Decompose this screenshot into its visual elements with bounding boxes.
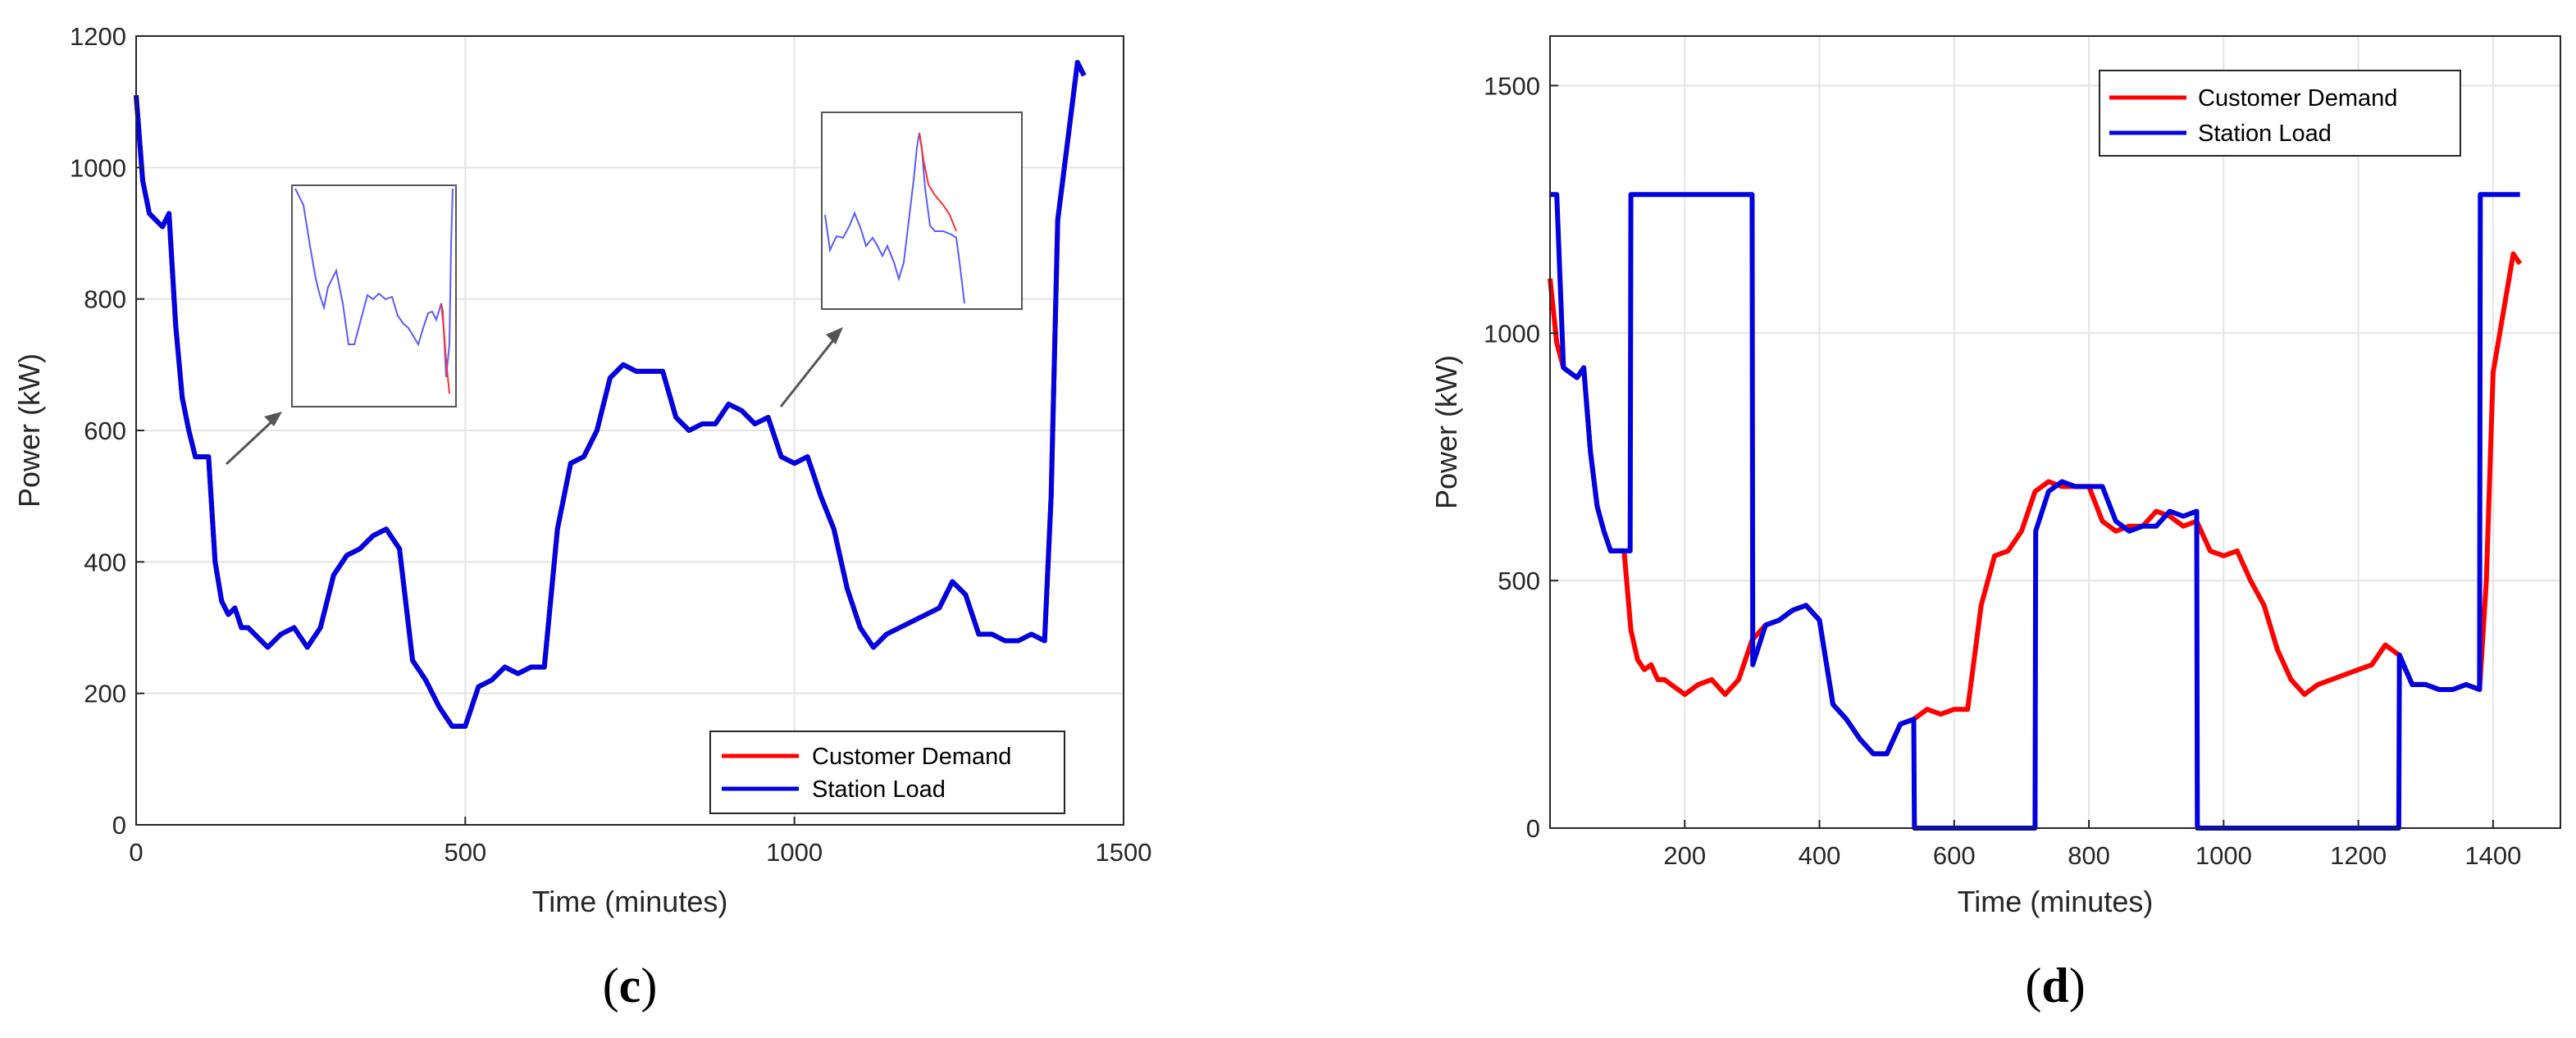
chart-panel-c: 0 500 1000 1500 0 200 400 600 800 1000 1200 Custom…	[12, 22, 1151, 1013]
legend-d: Customer Demand Station Load	[2099, 70, 2461, 157]
tick-label-y-c: 1200	[70, 22, 126, 51]
tick-label-x-c: 1500	[1096, 838, 1152, 867]
zoom-inset-2-demand-line	[919, 132, 957, 232]
legend-c-box	[709, 731, 1065, 814]
caption-c-open: (	[603, 958, 619, 1013]
legend-d-demand-label: Customer Demand	[2198, 85, 2397, 112]
ticks-c: 0 500 1000 1500 0 200 400 600 800 1000 1200	[70, 22, 1151, 867]
caption-d-close: )	[2069, 958, 2086, 1013]
caption-c-letter: c	[619, 958, 641, 1013]
series-d	[1548, 192, 2523, 831]
tick-label-x-d: 600	[1933, 841, 1976, 870]
tick-label-y-d: 1500	[1484, 71, 1540, 100]
series-c	[134, 60, 1087, 729]
xlabel-d: Time (minutes)	[1958, 885, 2154, 918]
legend-c: Customer Demand Station Load	[709, 731, 1065, 814]
zoom-inset-1-demand-line	[440, 303, 450, 394]
tick-label-y-c: 200	[84, 680, 126, 708]
series-line-d-customer-demand	[1548, 251, 2523, 757]
tick-label-x-c: 0	[129, 838, 143, 867]
series-line-c-station-load	[134, 60, 1087, 729]
tick-label-x-d: 1000	[2195, 841, 2252, 870]
zoom-inset-1-box	[291, 184, 457, 407]
chart-panel-d: 200 400 600 800 1000 1200 1400 0 500 1000 1500 Cus…	[1429, 35, 2561, 1013]
zoom-inset-1-arrow	[225, 417, 277, 466]
zoom-inset-2-load-line	[824, 132, 965, 304]
axes-box-d	[1549, 35, 2561, 829]
zoom-inset-2	[779, 112, 1023, 407]
tick-label-y-c: 1000	[70, 153, 126, 182]
tick-label-y-d: 1000	[1484, 319, 1540, 348]
caption-d-letter: d	[2041, 958, 2068, 1013]
tick-label-y-c: 800	[84, 285, 126, 314]
legend-c-load-label: Station Load	[812, 776, 946, 803]
zoom-inset-2-arrowhead	[826, 327, 843, 344]
tick-label-x-c: 500	[444, 838, 486, 867]
ticks-d: 200 400 600 800 1000 1200 1400 0 500 1000 1500	[1484, 71, 2521, 870]
tick-label-y-d: 500	[1498, 567, 1540, 595]
tick-label-y-d: 0	[1526, 814, 1540, 843]
tick-label-x-d: 800	[2068, 841, 2110, 870]
caption-d: (d)	[2025, 958, 2085, 1013]
legend-d-box	[2099, 70, 2461, 157]
legend-c-demand-label: Customer Demand	[812, 744, 1011, 770]
zoom-inset-1	[225, 184, 457, 466]
ylabel-d: Power (kW)	[1429, 355, 1463, 509]
xlabel-c: Time (minutes)	[532, 885, 728, 918]
legend-d-load-label: Station Load	[2198, 121, 2332, 147]
caption-d-open: (	[2025, 958, 2041, 1013]
ylabel-c: Power (kW)	[12, 353, 46, 508]
zoom-inset-2-arrow	[779, 335, 838, 407]
tick-label-x-c: 1000	[766, 838, 823, 867]
zoom-inset-2-box	[821, 112, 1023, 310]
caption-c-close: )	[641, 958, 657, 1013]
zoom-inset-1-arrowhead	[264, 412, 282, 426]
tick-label-y-c: 400	[84, 548, 126, 576]
tick-label-y-c: 600	[84, 417, 126, 445]
caption-c: (c)	[603, 958, 658, 1013]
tick-label-x-d: 200	[1663, 841, 1706, 870]
tick-label-x-d: 1400	[2464, 841, 2521, 870]
tick-label-y-c: 0	[112, 811, 126, 840]
tick-label-x-d: 400	[1799, 841, 1841, 870]
tick-label-x-d: 1200	[2330, 841, 2387, 870]
series-line-d-station-load	[1550, 192, 2520, 831]
